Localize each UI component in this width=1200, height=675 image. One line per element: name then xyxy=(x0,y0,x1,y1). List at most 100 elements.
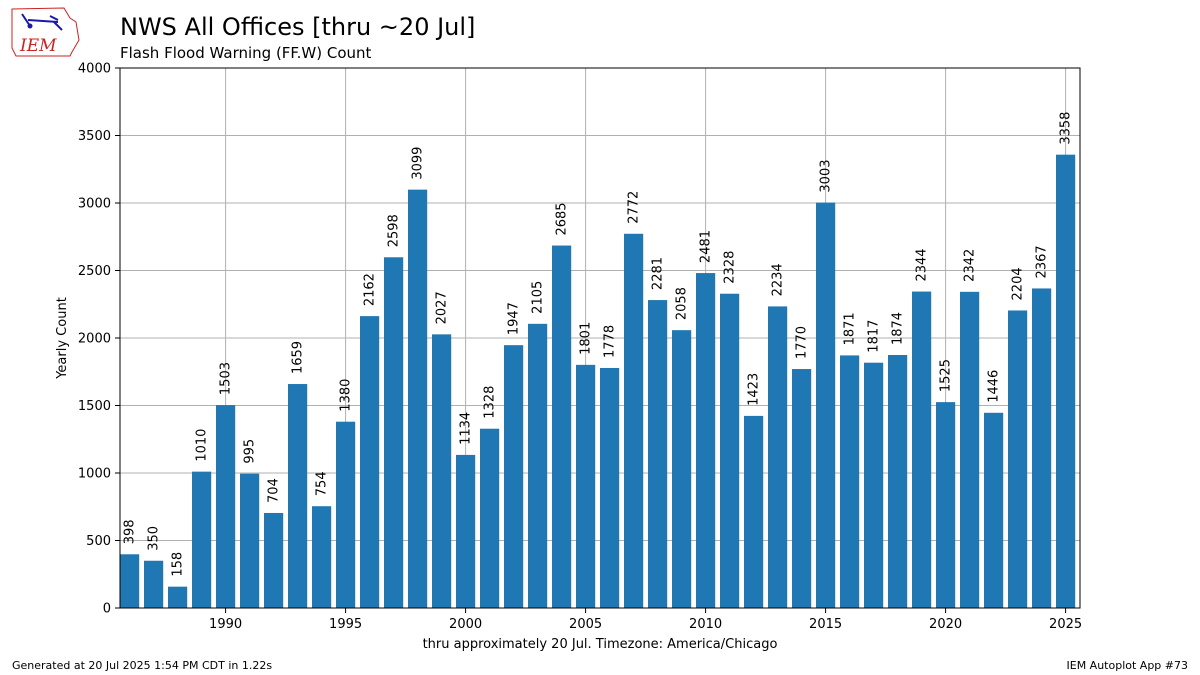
bar-value-label: 704 xyxy=(267,478,282,503)
y-axis-ticks: 0 500 1000 1500 2000 2500 3000 3500 4000 xyxy=(78,62,120,617)
bar xyxy=(144,560,164,608)
bar-value-label: 2344 xyxy=(915,248,930,281)
bar-value-label: 1947 xyxy=(507,302,522,335)
bar xyxy=(192,471,212,608)
bar-value-label: 2058 xyxy=(675,287,690,320)
bar xyxy=(312,506,332,608)
y-tick-label: 1500 xyxy=(78,399,111,414)
bar-value-label: 2772 xyxy=(627,191,642,224)
bar xyxy=(1008,310,1028,608)
bar xyxy=(240,473,260,608)
bar xyxy=(624,233,644,608)
bar xyxy=(912,291,932,608)
bar-value-label: 1659 xyxy=(291,341,306,374)
bar-value-label: 2342 xyxy=(963,249,978,282)
y-tick-label: 0 xyxy=(103,602,111,617)
bar xyxy=(1056,154,1076,609)
x-tick-label: 2000 xyxy=(449,617,482,632)
chart-title: NWS All Offices [thru ~20 Jul] xyxy=(120,13,475,41)
iem-logo: IEM xyxy=(11,7,80,57)
bar xyxy=(960,291,980,608)
y-tick-label: 3500 xyxy=(78,129,111,144)
bar xyxy=(336,421,356,608)
bar-value-label: 995 xyxy=(243,439,258,464)
bar-value-label: 2281 xyxy=(651,257,666,290)
bar-value-label: 1778 xyxy=(603,325,618,358)
bar xyxy=(504,345,524,608)
bar-value-label: 1874 xyxy=(891,312,906,345)
bar xyxy=(552,245,572,608)
y-tick-label: 2000 xyxy=(78,332,111,347)
y-tick-label: 3000 xyxy=(78,197,111,212)
bar-value-label: 158 xyxy=(171,552,186,577)
bar-value-label: 1423 xyxy=(747,373,762,406)
bar xyxy=(888,355,908,608)
bar-labels: 398 350 158 1010 1503 995 704 1659 754 1380 2162 25… xyxy=(123,112,1074,577)
bar xyxy=(120,554,140,608)
bar xyxy=(816,202,836,608)
bar xyxy=(864,362,884,608)
bar-value-label: 1380 xyxy=(339,379,354,412)
bar xyxy=(600,367,620,608)
footer-generated-text: Generated at 20 Jul 2025 1:54 PM CDT in … xyxy=(12,659,272,672)
bar-value-label: 1446 xyxy=(987,370,1002,403)
bar xyxy=(432,334,452,608)
bar-value-label: 1503 xyxy=(219,362,234,395)
bar xyxy=(936,402,956,608)
bar xyxy=(768,306,788,608)
logo-station-icon xyxy=(21,13,63,31)
bar xyxy=(744,415,764,608)
bar-value-label: 2234 xyxy=(771,263,786,296)
bar xyxy=(264,512,284,608)
bar-value-label: 1328 xyxy=(483,386,498,419)
bar-value-label: 2162 xyxy=(363,273,378,306)
bar-value-label: 2481 xyxy=(699,230,714,263)
x-tick-label: 2015 xyxy=(809,617,842,632)
y-tick-label: 4000 xyxy=(78,62,111,77)
bar-value-label: 2685 xyxy=(555,202,570,235)
x-axis-ticks: 1990 1995 2000 2005 2010 2015 2020 2025 xyxy=(209,608,1082,632)
bar-value-label: 1871 xyxy=(843,312,858,345)
bar-value-label: 2328 xyxy=(723,251,738,284)
bar-value-label: 1770 xyxy=(795,326,810,359)
bar xyxy=(984,412,1004,608)
bar xyxy=(288,384,308,608)
bar xyxy=(720,293,740,608)
bar-value-label: 2027 xyxy=(435,291,450,324)
bar-value-label: 3099 xyxy=(411,147,426,180)
bar xyxy=(480,428,500,608)
bar xyxy=(672,330,692,608)
bar-value-label: 1801 xyxy=(579,322,594,355)
bar-value-label: 2598 xyxy=(387,214,402,247)
footer-app-text: IEM Autoplot App #73 xyxy=(1067,659,1189,672)
y-tick-label: 2500 xyxy=(78,264,111,279)
bar xyxy=(648,300,668,608)
x-tick-label: 1990 xyxy=(209,617,242,632)
bar-value-label: 2105 xyxy=(531,281,546,314)
bar xyxy=(840,355,860,608)
bar xyxy=(384,257,404,608)
bar-value-label: 1010 xyxy=(195,429,210,462)
bar-value-label: 398 xyxy=(123,519,138,544)
bars xyxy=(120,154,1076,609)
bar-value-label: 1817 xyxy=(867,320,882,353)
bar-value-label: 2204 xyxy=(1011,267,1026,300)
bar xyxy=(696,273,716,608)
y-tick-label: 500 xyxy=(86,534,111,549)
x-tick-label: 2010 xyxy=(689,617,722,632)
x-tick-label: 2025 xyxy=(1049,617,1082,632)
bar-value-label: 754 xyxy=(315,471,330,496)
bar xyxy=(456,454,476,608)
bar xyxy=(792,369,812,608)
bar xyxy=(408,189,428,608)
x-tick-label: 1995 xyxy=(329,617,362,632)
bar-value-label: 1525 xyxy=(939,359,954,392)
bar-value-label: 3358 xyxy=(1059,112,1074,145)
bar-value-label: 350 xyxy=(147,526,162,551)
bar-value-label: 2367 xyxy=(1035,245,1050,278)
bar xyxy=(528,323,548,608)
bar xyxy=(168,586,188,608)
bar-value-label: 1134 xyxy=(459,412,474,445)
x-tick-label: 2020 xyxy=(929,617,962,632)
